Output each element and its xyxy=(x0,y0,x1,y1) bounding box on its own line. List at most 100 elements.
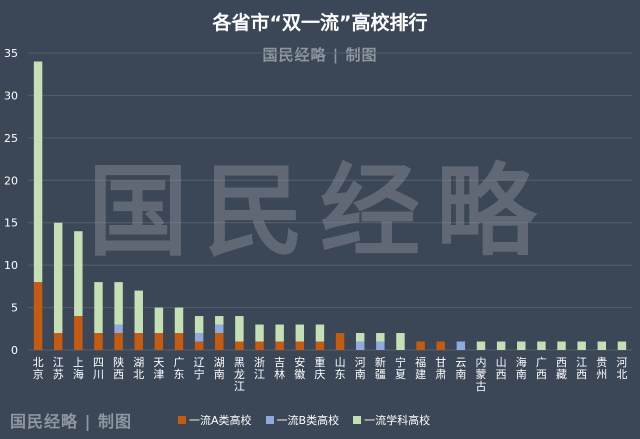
bar-segment-黑龙江-2 xyxy=(235,316,244,342)
bar-segment-陕西-1 xyxy=(114,324,123,334)
x-category-label: 山西 xyxy=(496,356,507,381)
bar-segment-甘肃-0 xyxy=(436,341,445,350)
bar-segment-天津-0 xyxy=(154,333,164,350)
bar-segment-江苏-2 xyxy=(53,222,63,334)
x-category-label: 河北 xyxy=(616,356,627,381)
bar-segment-内蒙古-2 xyxy=(476,341,486,350)
legend-swatch-b-class xyxy=(265,416,274,424)
bar-segment-重庆-2 xyxy=(315,324,325,342)
y-tick-label: 10 xyxy=(4,259,18,272)
x-category-label: 河南 xyxy=(355,356,366,381)
chart-title: 各省市“双一流”高校排行 xyxy=(212,12,428,34)
bar-segment-湖南-0 xyxy=(215,333,224,350)
x-category-label: 湖北 xyxy=(133,356,144,381)
bar-segment-广东-2 xyxy=(174,307,184,334)
x-category-label: 宁夏 xyxy=(395,355,406,381)
x-category-label: 北京 xyxy=(33,356,44,381)
x-category-label: 天津 xyxy=(153,356,164,381)
legend-item-b-class: 一流B类高校 xyxy=(265,412,340,428)
x-category-label: 黑龙江 xyxy=(234,356,245,393)
bar-segment-河北-2 xyxy=(617,341,627,350)
y-tick-label: 35 xyxy=(4,47,18,60)
x-category-label: 甘肃 xyxy=(435,356,446,381)
legend-item-discipline: 一流学科高校 xyxy=(353,412,430,428)
bar-segment-四川-0 xyxy=(94,333,103,350)
legend-swatch-a-class xyxy=(178,416,186,424)
credit-text: 国民经略 | 制图 xyxy=(10,412,132,431)
x-category-label: 广西 xyxy=(536,356,547,381)
bar-segment-浙江-0 xyxy=(255,341,264,350)
gridlines xyxy=(28,52,632,351)
y-tick-label: 15 xyxy=(4,217,18,230)
chart-legend: 一流A类高校 一流B类高校 一流学科高校 xyxy=(178,411,618,429)
bar-segment-新疆-2 xyxy=(376,333,385,342)
legend-item-a-class: 一流A类高校 xyxy=(178,412,252,428)
x-category-label: 吉林 xyxy=(274,356,285,381)
x-category-label: 内蒙古 xyxy=(476,355,487,393)
y-tick-label: 0 xyxy=(11,344,18,357)
bar-segment-广西-2 xyxy=(537,341,546,350)
x-category-label: 湖南 xyxy=(214,356,225,381)
y-axis-ticks: 0 5 10 15 20 25 30 35 xyxy=(4,47,18,357)
bar-segment-湖南-1 xyxy=(215,324,224,334)
bar-segment-新疆-1 xyxy=(376,341,385,350)
bar-segment-福建-0 xyxy=(416,341,425,350)
bar-segment-江苏-0 xyxy=(53,333,63,350)
bar-segment-北京-0 xyxy=(33,282,43,350)
bar-segment-云南-1 xyxy=(456,341,466,350)
y-tick-label: 25 xyxy=(4,132,18,145)
bar-segment-北京-2 xyxy=(33,61,43,283)
bar-segment-湖北-2 xyxy=(134,290,143,334)
x-category-label: 云南 xyxy=(455,356,466,381)
x-category-label: 重庆 xyxy=(314,355,325,381)
bar-segment-广东-0 xyxy=(174,333,184,350)
bar-segment-天津-2 xyxy=(154,307,164,334)
y-tick-label: 30 xyxy=(4,89,18,102)
chart-subtitle: 国民经略 | 制图 xyxy=(262,46,378,64)
x-axis-labels: 北京江苏上海四川陕西湖北天津广东辽宁湖南黑龙江浙江吉林安徽重庆山东河南新疆宁夏福… xyxy=(33,355,628,393)
x-category-label: 江苏 xyxy=(53,356,64,381)
bar-segment-宁夏-2 xyxy=(396,333,405,350)
bar-segment-山东-0 xyxy=(335,333,345,350)
bar-segment-河南-2 xyxy=(355,333,365,342)
x-category-label: 辽宁 xyxy=(194,356,205,381)
legend-label-discipline: 一流学科高校 xyxy=(364,414,431,427)
y-tick-label: 20 xyxy=(4,174,18,187)
y-tick-label: 5 xyxy=(11,302,18,315)
bar-segment-河南-1 xyxy=(355,341,365,350)
legend-swatch-discipline xyxy=(353,416,362,424)
legend-label-b-class: 一流B类高校 xyxy=(276,414,340,427)
bar-segment-重庆-0 xyxy=(315,341,325,350)
bar-segment-吉林-0 xyxy=(275,341,284,350)
bar-segment-陕西-0 xyxy=(114,333,123,350)
x-category-label: 四川 xyxy=(93,356,104,381)
bar-segment-湖北-0 xyxy=(134,333,143,350)
bar-segment-四川-2 xyxy=(94,282,103,334)
bar-segment-黑龙江-0 xyxy=(235,341,244,350)
bar-segment-浙江-2 xyxy=(255,324,264,342)
x-category-label: 安徽 xyxy=(294,355,305,381)
x-category-label: 福建 xyxy=(415,355,426,381)
bar-segment-吉林-2 xyxy=(275,324,284,342)
bar-segment-湖南-2 xyxy=(215,316,224,325)
x-category-label: 新疆 xyxy=(375,355,386,381)
bar-segment-江西-2 xyxy=(577,341,586,350)
bar-segment-西藏-2 xyxy=(557,341,566,350)
x-category-label: 海南 xyxy=(516,355,527,381)
x-category-label: 上海 xyxy=(73,356,84,381)
watermark-text: 国民经略 xyxy=(88,152,552,270)
x-category-label: 山东 xyxy=(335,356,346,381)
x-category-label: 广东 xyxy=(174,356,185,381)
bar-segment-辽宁-2 xyxy=(194,316,204,334)
bar-segment-安徽-2 xyxy=(295,324,305,342)
bar-segment-海南-2 xyxy=(517,341,526,350)
x-category-label: 浙江 xyxy=(254,356,265,381)
bar-segment-陕西-2 xyxy=(114,282,123,325)
x-category-label: 陕西 xyxy=(113,355,124,381)
bar-segment-辽宁-0 xyxy=(194,341,204,350)
legend-label-a-class: 一流A类高校 xyxy=(189,414,252,427)
bar-segment-辽宁-1 xyxy=(194,333,204,342)
bar-segment-贵州-2 xyxy=(597,341,607,350)
x-category-label: 江西 xyxy=(576,356,587,381)
